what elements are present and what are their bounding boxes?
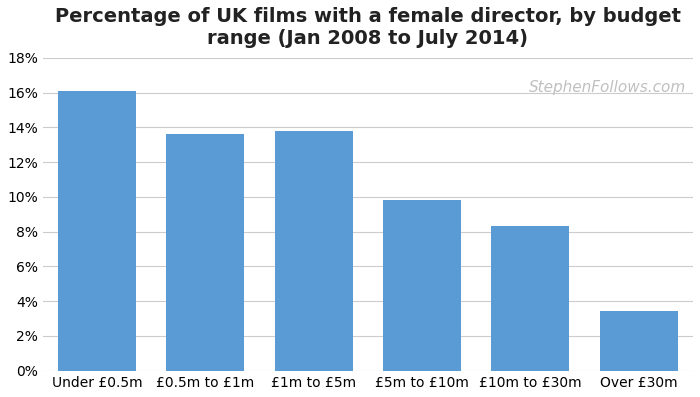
Bar [491,226,570,370]
Title: Percentage of UK films with a female director, by budget
range (Jan 2008 to July: Percentage of UK films with a female dir… [55,7,681,48]
Bar [58,91,136,370]
Bar [167,134,244,370]
Bar [274,131,353,370]
Text: StephenFollows.com: StephenFollows.com [529,80,687,95]
Bar [383,200,461,370]
Bar [600,311,678,370]
